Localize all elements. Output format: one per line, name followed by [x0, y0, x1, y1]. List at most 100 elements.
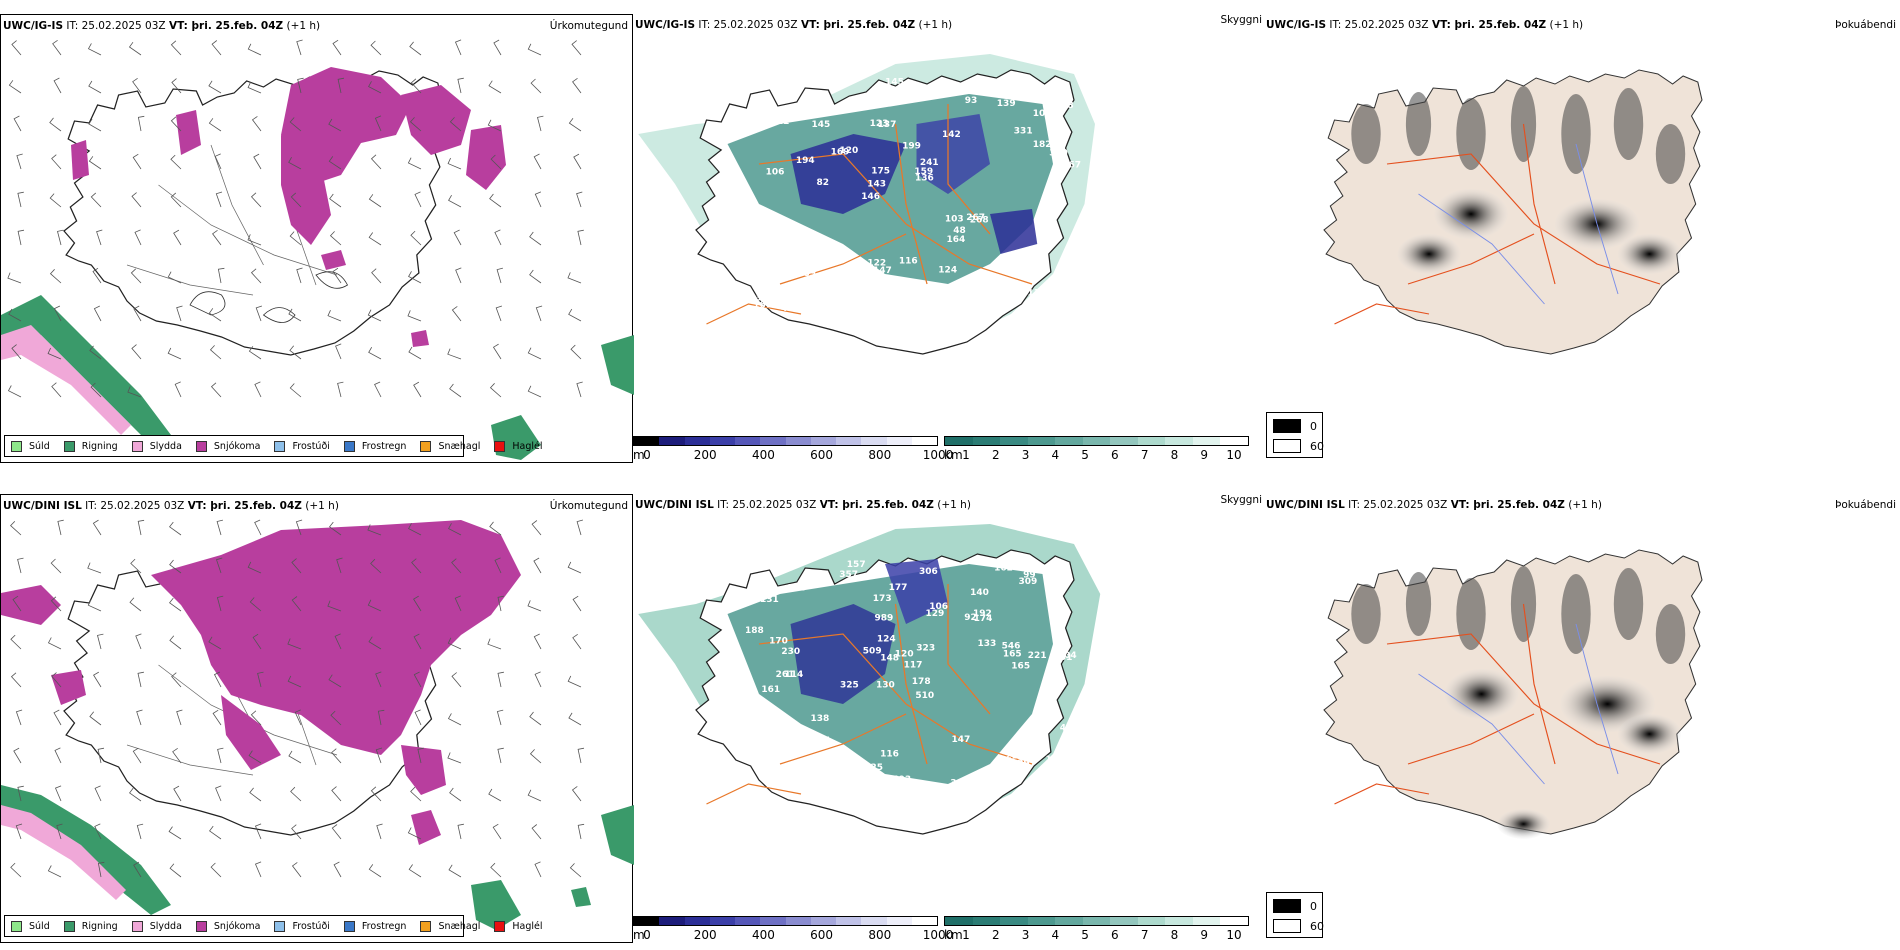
cloud-base-label: 262 [1043, 564, 1062, 574]
cloud-base-label: 167 [753, 300, 772, 310]
colorbar-cell [634, 917, 660, 925]
wind-barb [253, 153, 262, 170]
colorbar-tick-label: 200 [693, 928, 717, 942]
wind-barb [568, 308, 582, 322]
wind-barb [290, 192, 302, 208]
cloud-base-label: 93 [965, 96, 978, 106]
wind-barb [289, 383, 302, 398]
wind-barb [413, 381, 422, 398]
cloudbase-strip [633, 436, 938, 446]
header-it: IT: 25.02.2025 03Z [1329, 19, 1429, 31]
fog-title-dini: Þokuábendi [1835, 499, 1896, 511]
cloud-base-label: 118 [871, 86, 890, 96]
colorbar-cell [1055, 437, 1083, 445]
visibility-strip [944, 436, 1249, 446]
wind-barb [410, 78, 422, 94]
wind-barb [531, 520, 542, 536]
wind-barb [97, 633, 104, 650]
precip-header-dini: UWC/DINI ISL IT: 25.02.2025 03Z VT: þri.… [3, 500, 339, 512]
precip-type-map-ig [1, 39, 634, 460]
legend-swatch [494, 440, 506, 452]
wind-barb [492, 823, 502, 840]
cloud-base-label: 130 [876, 681, 895, 691]
wind-barb [409, 117, 422, 132]
wind-barb [448, 523, 462, 536]
legend-label: Snjókoma [213, 440, 261, 452]
colorbar-cell [861, 437, 887, 445]
wind-barb [328, 674, 342, 688]
wind-barb [537, 115, 544, 132]
cloud-base-label: 165 [771, 774, 790, 784]
cloud-base-label: 124 [938, 266, 957, 276]
cloud-base-label: 146 [861, 192, 880, 202]
cloud-base-label: 145 [812, 120, 831, 130]
legend-item: Slydda [131, 920, 182, 932]
wind-barb [414, 709, 422, 726]
header-it: IT: 25.02.2025 03Z [66, 20, 166, 32]
wind-barb [94, 823, 102, 840]
wind-barb [332, 267, 342, 284]
colorbar-cell [1220, 437, 1249, 445]
cloud-base-label: 200 [776, 243, 795, 253]
cloud-base-label: 177 [889, 583, 908, 593]
wind-barb [170, 116, 182, 132]
cloud-base-label: 493 [892, 775, 911, 785]
cloud-base-label: 129 [926, 609, 945, 619]
wind-barb [88, 156, 102, 170]
wind-barb [54, 785, 62, 802]
cloud-base-label: 188 [745, 626, 764, 636]
wind-barb [455, 267, 462, 284]
wind-barb [457, 823, 464, 840]
wind-barb [250, 268, 262, 284]
wind-barb [368, 81, 382, 94]
cloud-base-label: 140 [970, 588, 989, 598]
wind-barb [131, 344, 142, 360]
fog-header-ig: UWC/IG-IS IT: 25.02.2025 03Z VT: þri. 25… [1266, 19, 1583, 31]
wind-barb [534, 191, 542, 208]
wind-barb [170, 192, 182, 208]
colorbar-cell [810, 437, 836, 445]
wind-barb [129, 787, 142, 802]
visibility-panel-ig: 119 106 105 146 142 130 123 199 200 120 147 89 137 24… [633, 14, 1266, 463]
fog-swatch-black [1273, 899, 1301, 913]
wind-barb [527, 789, 542, 802]
fog-legend-label: 0 [1310, 419, 1317, 433]
wind-barb [567, 272, 582, 284]
colorbar-tick-label: 1 [962, 448, 970, 462]
wind-barb [89, 345, 102, 360]
legend-label: Súld [29, 440, 50, 452]
wind-barb [137, 519, 145, 536]
colorbar-tick-label: 6 [1111, 928, 1119, 942]
colorbar-cell [1110, 437, 1138, 445]
cloud-base-label: 124 [905, 301, 924, 311]
wind-barb [489, 383, 502, 398]
cloud-base-label: 173 [873, 594, 892, 604]
wind-barb [487, 638, 502, 650]
wind-barb [449, 383, 462, 398]
cloud-base-label: 137 [878, 120, 897, 130]
wind-barb [368, 636, 382, 650]
wind-barb [335, 343, 342, 360]
cloud-base-label: 261 [776, 670, 795, 680]
colorbar-cell [1165, 917, 1193, 925]
cloud-base-label: 143 [812, 286, 831, 296]
header-vt: VT: þri. 25.feb. 04Z [187, 500, 302, 512]
colorbar-cell [659, 437, 685, 445]
wind-barb [93, 671, 102, 688]
cloud-base-label: 116 [899, 257, 918, 267]
header-model: UWC/DINI ISL [3, 500, 82, 512]
wind-barb [172, 747, 182, 764]
cloud-base-label: 151 [1054, 653, 1073, 663]
wind-barb [410, 786, 422, 802]
colorbar-cell [911, 437, 937, 445]
colorbar-tick-label: 3 [1021, 448, 1030, 462]
wind-barb [408, 523, 422, 536]
cloud-base-label: 162 [994, 564, 1013, 574]
wind-barb [88, 118, 102, 132]
wind-barb [568, 712, 582, 726]
wind-barb [407, 827, 422, 840]
cloud-base-label: 89 [803, 269, 816, 279]
legend-item: Snæhagl [420, 440, 480, 452]
colorbar-tick-label: 5 [1081, 928, 1089, 942]
wind-barb [488, 80, 502, 94]
